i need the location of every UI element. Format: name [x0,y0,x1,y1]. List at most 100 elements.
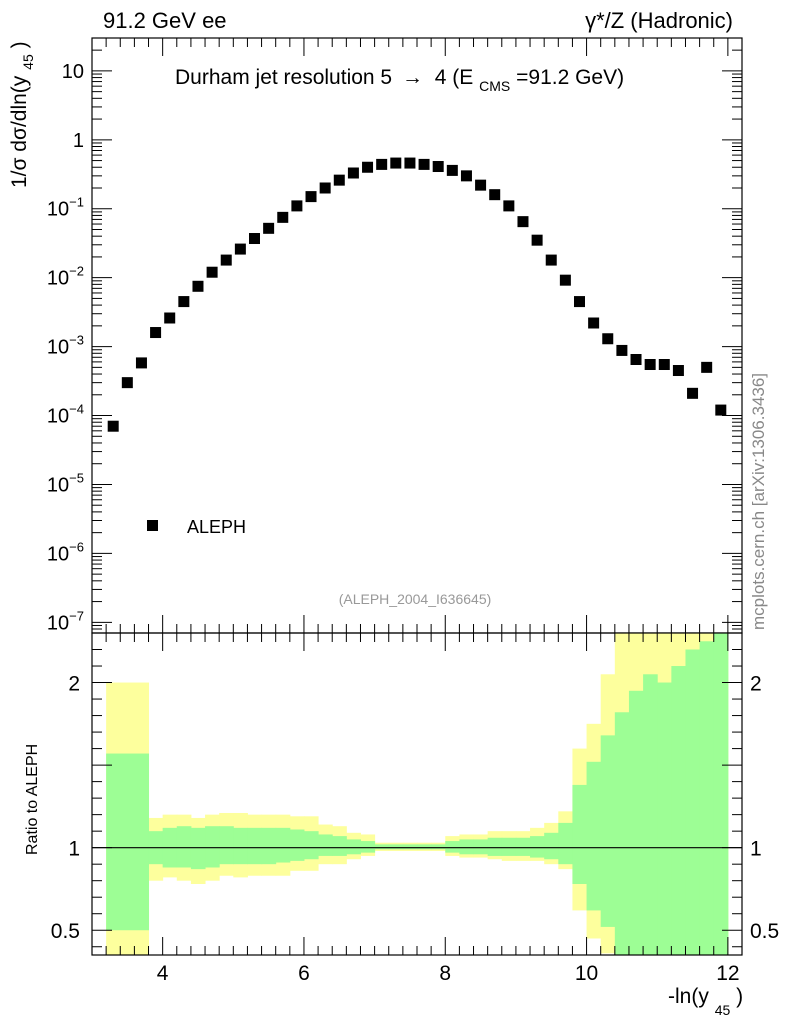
y-tick-label: 10−6 [47,539,84,565]
inner-band-bin [558,822,573,865]
y-tick-base: 10 [47,268,69,290]
y-tick-exponent: −3 [69,333,84,348]
data-point [446,164,458,176]
inner-band-bin [614,712,630,955]
ratio-inner-band [106,633,729,955]
inner-band-bin [699,641,715,955]
ratio-x-axis: 4 6 8 10 12 [105,633,740,985]
inner-band-bin [487,837,503,856]
y-label-close: ) [8,41,31,48]
data-point [390,157,402,169]
data-point [291,200,303,212]
inner-band-bin [445,841,460,853]
inner-band-bin [544,832,559,860]
ratio-y-tick-label-right: 1 [750,838,762,861]
inner-band-bin [176,826,192,868]
ratio-y-label: Ratio to ALEPH [24,744,41,855]
x-tick-label: 12 [716,962,739,985]
y-tick-exponent: −4 [69,402,84,417]
title-arrow: → [402,66,423,89]
data-point [489,189,501,201]
data-point [249,233,260,245]
data-point [588,317,600,329]
inner-band-bin [233,827,248,865]
inner-band-bin [247,827,263,865]
y-tick-base: 10 [47,612,69,634]
data-point [460,170,472,182]
y-tick-label: 10−7 [47,608,84,634]
y-tick-label: 10−3 [47,333,84,359]
inner-band-bin [713,633,729,955]
data-point [178,296,190,308]
data-point [362,161,374,173]
inner-band-bin [671,666,686,955]
data-point [658,359,670,371]
y-tick-exponent: −6 [69,539,84,554]
y-tick-exponent: −5 [69,470,84,485]
data-point [135,357,147,369]
x-tick-label: 6 [298,962,310,985]
y-tick-base: 10 [47,337,69,359]
inner-band-bin [190,827,206,870]
inner-band-bin [600,735,616,927]
inner-band-bin [586,761,602,911]
title-subscript: CMS [479,78,510,94]
inner-band-bin [332,836,347,856]
data-point [672,365,684,377]
inner-band-bin [530,836,545,858]
inner-band-bin [205,826,220,868]
ratio-y-axis: 0.5 0.5 1 1 2 2 [51,632,779,948]
side-label: mcplots.cern.ch [arXiv:1306.3436] [749,373,768,630]
title-rest: 4 (E [435,66,474,89]
inner-band-bin [219,826,234,865]
x-label-close: ) [736,985,743,1008]
y-tick-label: 10−2 [47,264,84,290]
inner-band-bin [402,844,418,850]
main-data-points [107,157,727,432]
data-point [192,280,204,292]
data-point [475,179,487,191]
data-point [121,377,133,389]
legend-label: ALEPH [187,517,246,537]
x-label-subscript: 45 [715,1002,731,1018]
y-tick-base: 10 [47,543,69,565]
data-point [559,274,571,286]
data-point [630,354,642,366]
data-point [687,387,699,399]
y-tick-exponent: −2 [69,264,84,279]
ratio-x-label: -ln(y 45 ) [668,985,743,1020]
inner-band-bin [346,839,361,855]
inner-band-bin [318,834,333,856]
y-tick-label: 10−1 [47,195,84,221]
data-point [319,182,331,194]
y-tick-exponent: −1 [69,195,84,210]
ratio-y-tick-label: 1 [68,838,80,861]
y-tick-base: 1 [73,130,84,152]
inner-band-bin [431,844,446,850]
data-point [701,361,713,373]
y-tick-label: 10−5 [47,470,84,496]
y-tick-exponent: −7 [69,608,84,623]
data-point [644,359,656,371]
inner-band-bin [515,837,531,856]
x-tick-label: 10 [575,962,598,985]
main-title: Durham jet resolution 5 → 4 (E CMS =91.2… [175,66,624,96]
data-point [616,344,628,356]
title-rest-after: =91.2 GeV) [516,66,624,89]
data-point [404,157,416,169]
inner-band-bin [459,839,475,855]
data-point [376,158,388,170]
data-point [263,222,275,234]
inner-band-bin [643,674,658,955]
inner-band-bin [275,827,291,863]
inner-band-bin [261,827,277,865]
inner-band-bin [572,784,588,884]
data-point [545,254,557,266]
y-tick-base: 10 [47,199,69,221]
header-right-label: γ*/Z (Hadronic) [585,8,733,33]
data-point [333,174,345,186]
ratio-y-tick-label: 2 [68,673,80,696]
inner-band-bin [388,844,404,850]
data-point [305,191,317,203]
